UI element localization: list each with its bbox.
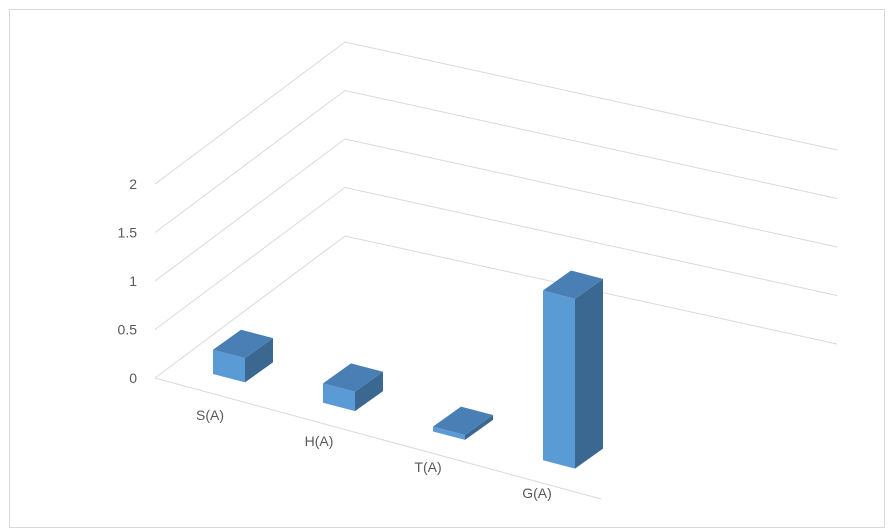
y-tick-label: 1 — [129, 273, 137, 289]
bar-side-face — [245, 338, 273, 383]
bar — [323, 363, 383, 412]
bar-side-face — [575, 278, 603, 469]
bar-side-face — [465, 415, 493, 440]
chart-frame — [9, 9, 885, 528]
y-axis-ticks: 0 0.5 1 1.5 2 — [118, 176, 138, 386]
bar — [433, 406, 493, 440]
y-tick-label: 1.5 — [118, 225, 138, 241]
x-axis-categories: S(A) H(A) T(A) G(A) — [196, 407, 552, 501]
x-category-label: G(A) — [522, 485, 552, 501]
y-tick-label: 2 — [129, 176, 137, 192]
bar-front-face — [543, 290, 575, 469]
floor-axis — [154, 377, 602, 500]
floor-front-edge — [154, 377, 602, 500]
bar-front-face — [433, 426, 465, 440]
bar-side-face — [355, 371, 383, 412]
gridline — [154, 89, 838, 233]
gridline — [154, 41, 838, 185]
y-tick-label: 0.5 — [118, 322, 138, 338]
gridline — [154, 235, 838, 379]
bar-front-face — [323, 383, 355, 412]
bar-top-face — [323, 363, 383, 392]
y-tick-label: 0 — [129, 370, 137, 386]
x-category-label: S(A) — [196, 407, 224, 423]
gridline — [154, 138, 838, 282]
gridlines — [154, 41, 838, 379]
bar-top-face — [433, 406, 493, 436]
gridline — [154, 186, 838, 330]
bar — [543, 270, 603, 469]
bar-top-face — [213, 329, 273, 359]
x-category-label: T(A) — [414, 459, 441, 475]
bar — [213, 329, 273, 383]
bar-top-face — [543, 270, 603, 299]
x-category-label: H(A) — [305, 433, 334, 449]
bars — [213, 270, 603, 469]
bar-front-face — [213, 349, 245, 383]
